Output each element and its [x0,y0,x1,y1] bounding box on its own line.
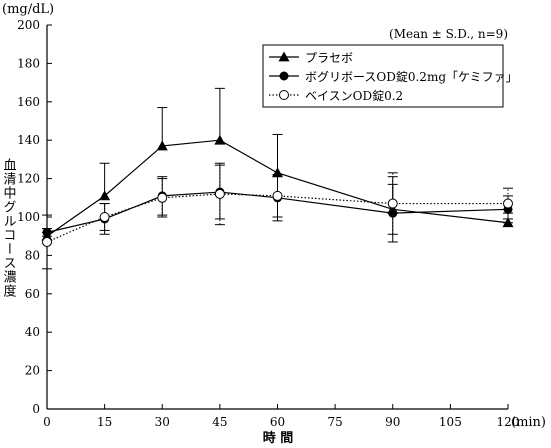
data-point [157,192,168,203]
x-axis-unit: (min) [511,415,546,430]
y-tick-label: 60 [25,287,40,301]
legend-label: ボグリボースOD錠0.2mg「ケミファ」 [305,69,518,84]
series-2 [42,164,513,243]
legend-marker [278,51,290,62]
legend-marker [279,90,289,100]
series-layer [41,87,514,270]
stats-annotation: (Mean ± S.D., n=9) [389,27,508,41]
data-point [99,190,111,201]
legend-item: ボグリボースOD錠0.2mg「ケミファ」 [269,69,518,84]
data-point [214,188,225,199]
x-axis-label: 時 間 [263,430,294,446]
x-tick-label: 60 [270,415,285,429]
y-tick-label: 120 [17,172,40,186]
y-tick-label: 20 [25,364,40,378]
legend-label: ベイスンOD錠0.2 [305,88,403,103]
x-tick-label: 15 [97,415,112,429]
data-point [387,198,398,209]
data-point [42,236,52,247]
y-tick-label: 200 [17,18,40,32]
y-tick-label: 180 [17,56,40,70]
y-tick-label: 0 [32,402,40,416]
y-tick-label: 40 [25,325,40,339]
data-point [214,134,226,145]
y-tick-label: 140 [17,133,40,147]
legend-item: ベイスンOD錠0.2 [269,88,403,103]
x-tick-label: 0 [43,415,51,429]
x-tick-label: 105 [439,415,462,429]
y-axis-label: 血清中グルコース濃度 [1,158,17,298]
y-tick-label: 160 [17,95,40,109]
data-point [156,140,168,151]
axes: 0 20 40 60 80 100 120 140 160 180 200 0 15 30 45 60 75 90… [17,18,519,429]
data-point [503,198,513,209]
y-tick-label: 100 [17,210,40,224]
series-3 [42,162,513,270]
legend-item: プラセボ [269,51,353,65]
x-tick-label: 45 [212,415,227,429]
data-point [99,212,110,222]
x-tick-label: 75 [327,415,342,429]
data-point [272,190,283,201]
x-tick-label: 120 [497,415,520,429]
y-tick-label: 80 [25,248,40,262]
legend-label: プラセボ [305,51,353,65]
x-tick-label: 30 [155,415,170,429]
y-axis-unit: (mg/dL) [2,2,54,17]
legend-marker [279,71,289,81]
x-tick-label: 90 [385,415,400,429]
legend-box [262,44,504,108]
